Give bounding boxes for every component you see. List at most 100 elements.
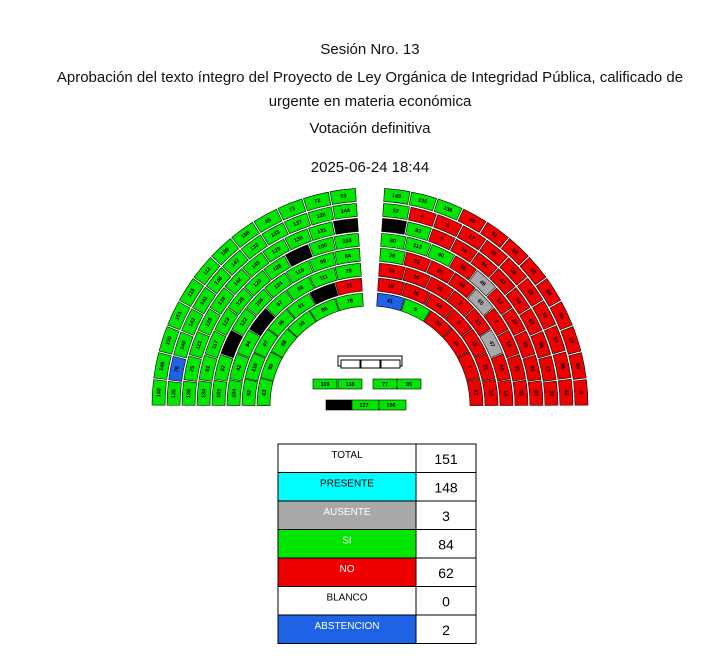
seat <box>167 301 191 331</box>
seat <box>303 191 332 212</box>
seat <box>457 225 487 251</box>
seat-number: 114 <box>294 251 305 261</box>
seat <box>543 380 559 406</box>
seat-number: 73 <box>288 206 296 214</box>
seat-number: 13 <box>495 298 504 307</box>
seat-number: 48 <box>468 217 476 225</box>
subtitle: Votación definitiva <box>310 120 432 137</box>
seat <box>568 352 587 380</box>
seat <box>376 292 405 312</box>
seat-number: 124 <box>273 280 285 291</box>
label-cell <box>277 614 417 644</box>
seat <box>334 262 362 281</box>
seat <box>309 267 338 289</box>
seat <box>246 288 273 316</box>
seat <box>325 399 353 411</box>
seat <box>461 328 487 358</box>
seat-number: 36 <box>435 285 443 293</box>
seat-number: 110 <box>295 267 306 276</box>
seat-number: 126 <box>236 296 246 307</box>
seat-number: 146 <box>214 276 224 287</box>
title-line: urgente en materia económica <box>269 93 472 110</box>
seat <box>283 212 311 235</box>
seat-number: 59 <box>528 267 537 276</box>
seat-number: 145 <box>392 193 402 200</box>
seat <box>153 352 172 380</box>
seat <box>277 198 307 221</box>
seat-number: 4 <box>420 214 425 221</box>
seat <box>334 277 363 296</box>
seat-number: 108 <box>240 230 251 240</box>
seat <box>480 221 509 248</box>
seat-number: 7 <box>465 364 472 369</box>
seat-number: 117 <box>211 340 220 350</box>
seat <box>264 272 293 299</box>
seat-number: 143 <box>188 317 197 328</box>
seat-number: 137 <box>292 219 303 228</box>
seat-number: 22 <box>547 390 553 397</box>
seat <box>378 262 406 281</box>
seat <box>308 236 336 257</box>
seat <box>512 379 529 406</box>
seat <box>209 287 235 315</box>
seat-number: 129 <box>271 246 282 256</box>
seat <box>552 351 572 380</box>
summary-value: 3 <box>442 508 450 524</box>
seat-number: 3 <box>455 320 461 326</box>
seat <box>231 221 260 248</box>
seat-number: 113 <box>412 243 422 251</box>
seat-number: 44 <box>434 302 443 311</box>
seat <box>284 244 313 267</box>
seat-number: 104 <box>231 387 238 398</box>
seat <box>428 228 456 251</box>
seat-number: 109 <box>220 247 231 258</box>
seat <box>334 248 361 266</box>
seat-number: 41 <box>386 298 393 305</box>
seat <box>256 377 274 406</box>
seat-number: 81 <box>205 365 212 372</box>
seat <box>286 293 316 319</box>
seat-number: 89 <box>267 363 275 371</box>
seat-number: 147 <box>230 258 241 269</box>
seat <box>464 308 491 337</box>
seat <box>479 239 508 267</box>
seat <box>490 353 511 382</box>
seat-number: 119 <box>321 382 330 388</box>
seat-number: 94 <box>245 339 254 348</box>
seat <box>265 290 294 318</box>
seat <box>236 329 261 359</box>
seat-number: 47 <box>487 340 495 348</box>
seat <box>181 308 204 336</box>
seat-number: 82 <box>320 290 328 298</box>
seat-number: 66 <box>557 312 565 320</box>
seat <box>188 331 210 359</box>
seat <box>229 353 250 382</box>
seat-number: 96 <box>277 319 286 328</box>
seat-number: 120 <box>252 278 263 289</box>
seat-number: 128 <box>272 263 283 273</box>
seat <box>483 307 509 337</box>
seat <box>447 272 476 299</box>
seat <box>193 256 221 286</box>
seat-number: 134 <box>201 388 208 399</box>
seat-number: 68 <box>537 341 545 349</box>
seat-number: 130 <box>293 235 304 244</box>
seat <box>270 328 298 358</box>
datetime: 2025-06-24 18:44 <box>311 159 429 176</box>
seat-number: 25 <box>436 268 444 276</box>
seat-number: 6 <box>439 236 444 243</box>
seat <box>241 378 258 406</box>
seat <box>482 378 499 406</box>
seat <box>337 378 363 390</box>
seat-number: 1 <box>457 301 463 308</box>
seat <box>196 380 213 406</box>
seat <box>242 252 270 278</box>
seat <box>285 260 314 284</box>
seat <box>222 249 249 276</box>
value-cell <box>415 500 477 530</box>
seat <box>204 330 227 359</box>
seat-number: 106 <box>386 403 395 409</box>
seat <box>378 399 407 411</box>
seat <box>332 203 358 220</box>
seat <box>333 233 360 250</box>
